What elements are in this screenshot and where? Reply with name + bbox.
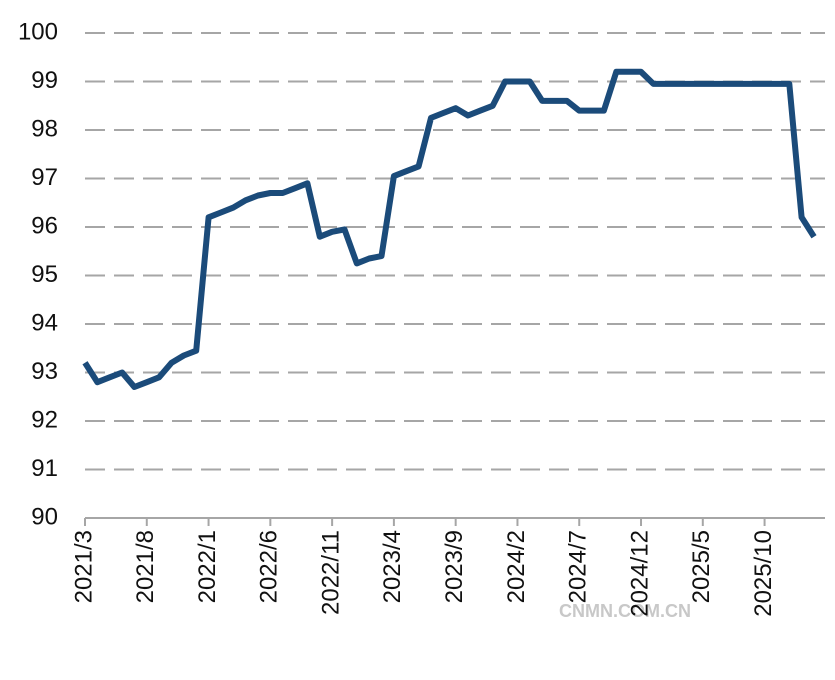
y-tick-label: 98 [31,115,58,142]
x-tick-label: 2021/8 [132,530,159,603]
x-tick-label: 2024/2 [503,530,530,603]
x-tick-label: 2022/11 [317,530,344,615]
y-tick-label: 90 [31,503,58,530]
watermark: CNMN.COM.CN [559,601,691,621]
x-tick-label: 2021/3 [70,530,97,603]
y-tick-label: 94 [31,309,58,336]
y-tick-label: 92 [31,406,58,433]
y-tick-label: 93 [31,358,58,385]
x-tick-label: 2025/10 [750,530,777,617]
y-tick-label: 100 [18,18,58,45]
y-tick-label: 95 [31,261,58,288]
y-tick-label: 97 [31,164,58,191]
x-tick-label: 2024/7 [565,530,592,603]
y-tick-label: 96 [31,212,58,239]
x-tick-label: 2025/5 [688,530,715,603]
y-tick-label: 91 [31,455,58,482]
x-tick-label: 2023/4 [379,530,406,603]
x-tick-label: 2023/9 [441,530,468,603]
y-tick-label: 99 [31,67,58,94]
x-tick-label: 2022/1 [194,530,221,603]
x-tick-label: 2022/6 [256,530,283,603]
data-line [82,68,817,390]
x-tick-label: 2024/12 [626,530,653,617]
